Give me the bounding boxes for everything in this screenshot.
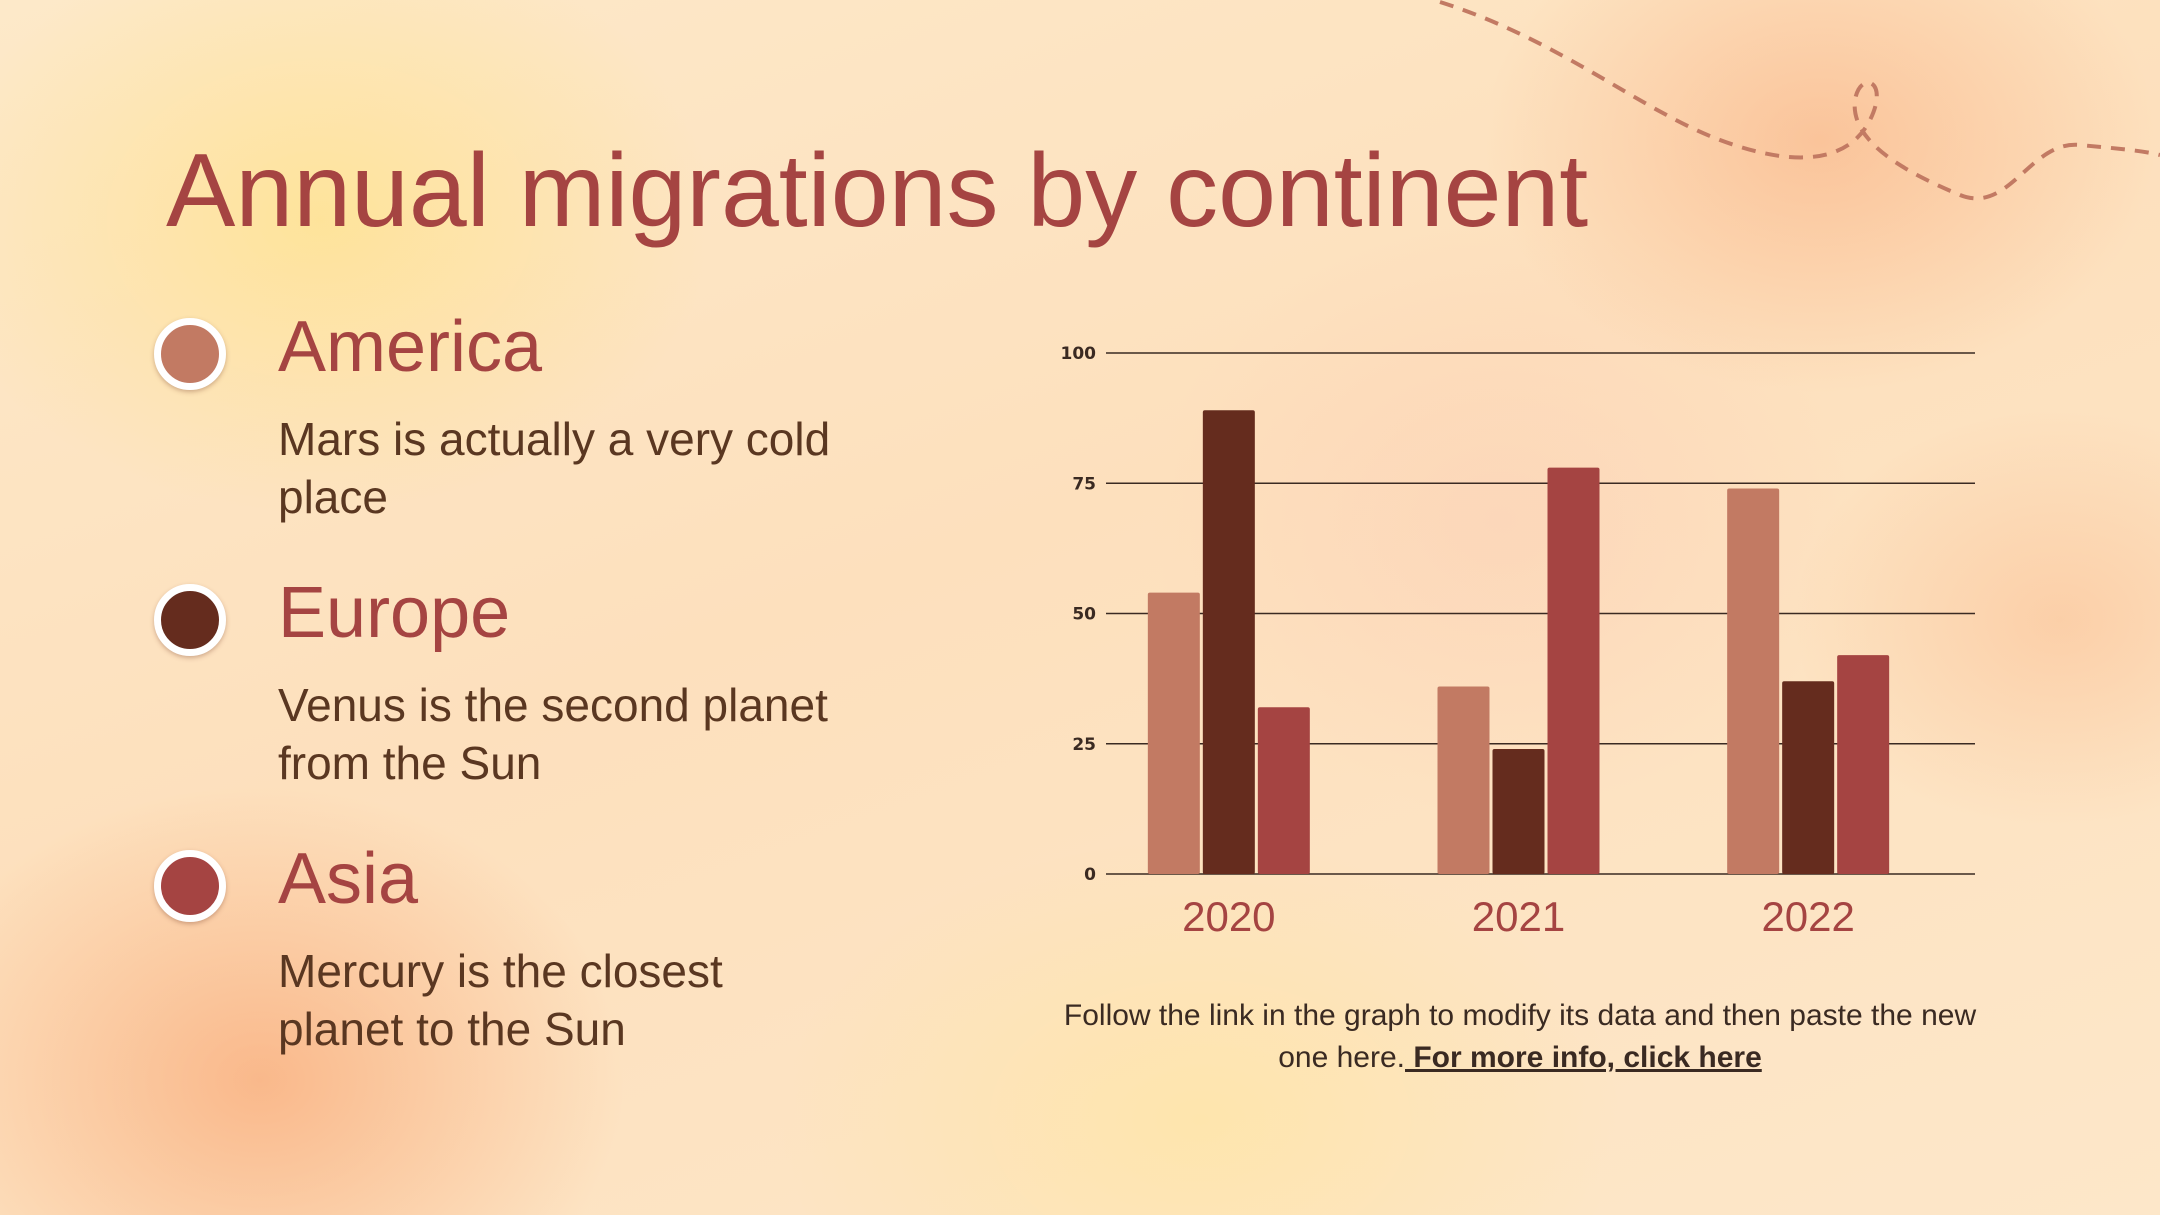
- bar-asia-2021: [1547, 467, 1600, 874]
- x-tick-label: 2021: [1472, 893, 1565, 940]
- legend-desc-europe: Venus is the second planet from the Sun: [278, 679, 828, 789]
- bar-asia-2022: [1837, 655, 1890, 874]
- y-tick-label: 100: [1061, 344, 1097, 364]
- y-tick-label: 75: [1072, 474, 1096, 494]
- x-tick-label: 2022: [1761, 893, 1854, 940]
- bar-europe-2021: [1492, 748, 1545, 874]
- chart-note: Follow the link in the graph to modify i…: [1060, 995, 1980, 1079]
- note-text: Follow the link in the graph to modify i…: [1063, 999, 1977, 1074]
- legend-desc-america: Mars is actually a very cold place: [278, 413, 831, 523]
- bar-america-2020: [1147, 592, 1200, 874]
- bar-america-2021: [1437, 686, 1490, 874]
- bar-europe-2022: [1782, 681, 1835, 874]
- legend-title-europe: Europe: [278, 573, 511, 653]
- y-tick-label: 0: [1084, 865, 1096, 885]
- america-color-dot: [154, 318, 226, 390]
- y-tick-label: 25: [1072, 735, 1096, 755]
- slide-title: Annual migrations by continent: [166, 133, 1589, 249]
- bar-asia-2020: [1257, 707, 1310, 874]
- legend-title-america: America: [278, 307, 543, 387]
- y-tick-label: 50: [1072, 605, 1096, 625]
- asia-color-dot: [154, 850, 226, 922]
- bar-america-2022: [1727, 488, 1780, 874]
- bar-europe-2020: [1202, 410, 1255, 874]
- legend-desc-asia: Mercury is the closest planet to the Sun: [278, 945, 723, 1055]
- europe-color-dot: [154, 584, 226, 656]
- x-tick-label: 2020: [1182, 893, 1275, 940]
- more-info-link[interactable]: For more info, click here: [1405, 1041, 1762, 1074]
- legend-title-asia: Asia: [278, 839, 419, 919]
